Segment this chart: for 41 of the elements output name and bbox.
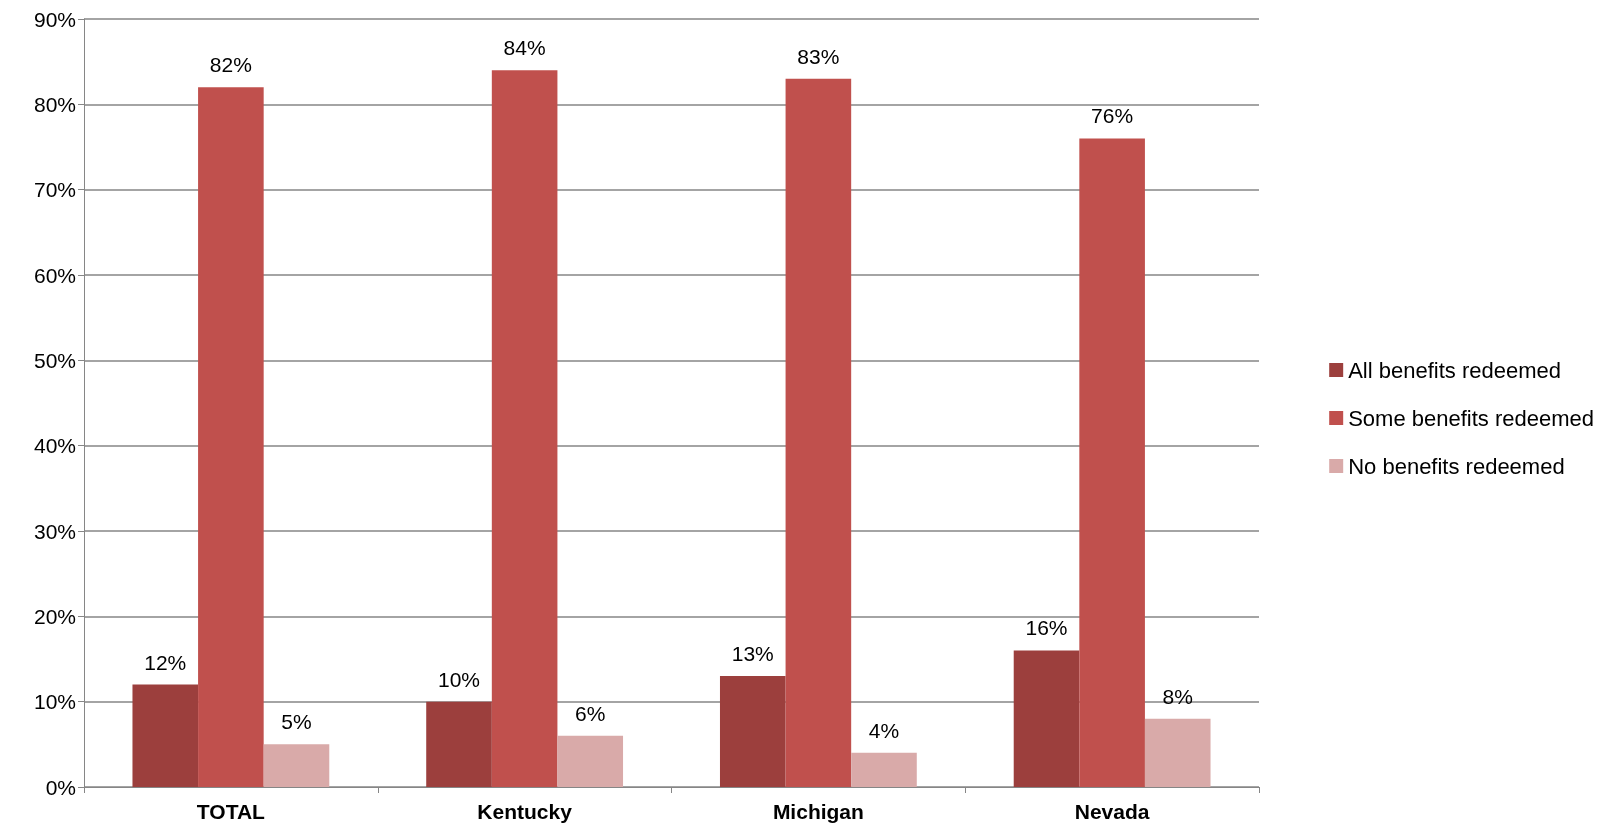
bar: [851, 752, 917, 787]
y-tick-label: 10%: [33, 690, 76, 714]
legend-label: Some benefits redeemed: [1348, 405, 1595, 431]
x-tick-label: Michigan: [772, 800, 864, 823]
bar: [1013, 650, 1080, 787]
data-label: 12%: [144, 650, 187, 674]
bar: [719, 676, 786, 787]
bar: [785, 78, 852, 787]
legend-label: No benefits redeemed: [1348, 453, 1565, 479]
data-label: 4%: [868, 718, 900, 742]
data-label: 83%: [797, 44, 840, 68]
data-label: 76%: [1091, 104, 1134, 128]
bar: [557, 735, 624, 787]
bar: [1144, 718, 1211, 787]
x-tick-label: Kentucky: [477, 800, 573, 823]
data-label: 5%: [281, 710, 312, 734]
y-tick-label: 20%: [33, 604, 76, 628]
bar: [263, 744, 330, 787]
data-label: 16%: [1025, 616, 1068, 640]
legend-label: All benefits redeemed: [1348, 357, 1561, 383]
y-tick-label: 80%: [33, 92, 76, 116]
y-tick-label: 30%: [33, 519, 76, 543]
data-label: 8%: [1162, 684, 1193, 708]
data-label: 82%: [209, 53, 252, 77]
y-tick-label: 70%: [33, 178, 76, 202]
y-tick-label: 90%: [33, 7, 76, 31]
y-tick-label: 0%: [45, 775, 76, 799]
bar: [491, 70, 558, 787]
data-label: 6%: [575, 701, 606, 725]
y-tick-label: 50%: [33, 348, 76, 372]
bar: [1079, 138, 1145, 787]
data-label: 10%: [438, 667, 481, 691]
bar: [198, 87, 264, 787]
x-tick-label: Nevada: [1074, 800, 1150, 823]
x-tick-label: TOTAL: [196, 800, 266, 823]
bar: [132, 684, 199, 787]
bar: [426, 701, 492, 787]
data-label: 84%: [503, 36, 546, 60]
data-label: 13%: [731, 642, 774, 666]
y-tick-label: 60%: [33, 263, 76, 287]
y-tick-label: 40%: [33, 434, 76, 458]
